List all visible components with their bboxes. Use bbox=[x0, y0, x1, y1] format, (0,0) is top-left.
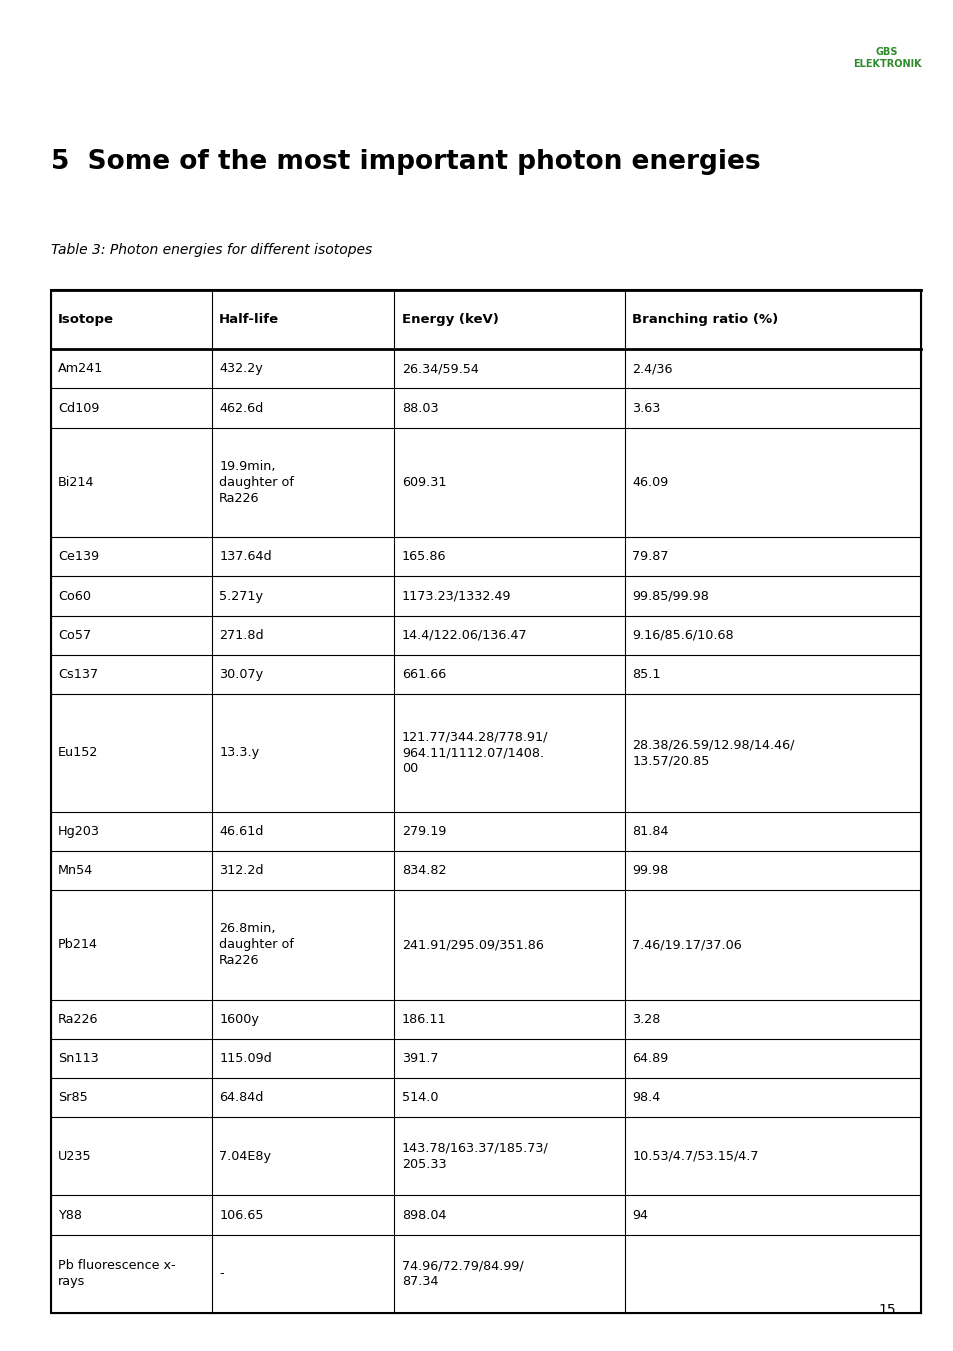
Text: Table 3: Photon energies for different isotopes: Table 3: Photon energies for different i… bbox=[51, 243, 372, 257]
Text: 3.28: 3.28 bbox=[632, 1013, 660, 1025]
Text: 28.38/26.59/12.98/14.46/
13.57/20.85: 28.38/26.59/12.98/14.46/ 13.57/20.85 bbox=[632, 738, 794, 767]
Text: Isotope: Isotope bbox=[58, 313, 114, 327]
Text: 46.61d: 46.61d bbox=[219, 824, 263, 838]
Text: 115.09d: 115.09d bbox=[219, 1052, 272, 1065]
Text: 74.96/72.79/84.99/
87.34: 74.96/72.79/84.99/ 87.34 bbox=[401, 1259, 523, 1289]
Text: 165.86: 165.86 bbox=[401, 550, 446, 563]
Text: 30.07y: 30.07y bbox=[219, 667, 263, 681]
Text: GBS
ELEKTRONIK: GBS ELEKTRONIK bbox=[852, 47, 921, 69]
Text: 432.2y: 432.2y bbox=[219, 362, 263, 376]
Text: Bi214: Bi214 bbox=[58, 476, 94, 489]
Text: Branching ratio (%): Branching ratio (%) bbox=[632, 313, 778, 327]
Text: 85.1: 85.1 bbox=[632, 667, 660, 681]
Text: 99.98: 99.98 bbox=[632, 863, 668, 877]
Text: Eu152: Eu152 bbox=[58, 746, 98, 759]
Text: Half-life: Half-life bbox=[219, 313, 279, 327]
Text: Ra226: Ra226 bbox=[58, 1013, 98, 1025]
Text: Energy (keV): Energy (keV) bbox=[401, 313, 498, 327]
Text: 1173.23/1332.49: 1173.23/1332.49 bbox=[401, 589, 511, 603]
Text: 186.11: 186.11 bbox=[401, 1013, 446, 1025]
Text: 5.271y: 5.271y bbox=[219, 589, 263, 603]
Text: Cd109: Cd109 bbox=[58, 401, 99, 415]
Text: 19.9min,
daughter of
Ra226: 19.9min, daughter of Ra226 bbox=[219, 459, 294, 505]
Text: 13.3.y: 13.3.y bbox=[219, 746, 259, 759]
Text: 79.87: 79.87 bbox=[632, 550, 668, 563]
Text: Pb214: Pb214 bbox=[58, 938, 98, 951]
Text: 10.53/4.7/53.15/4.7: 10.53/4.7/53.15/4.7 bbox=[632, 1150, 759, 1163]
Text: 94: 94 bbox=[632, 1209, 648, 1221]
Text: 3.63: 3.63 bbox=[632, 401, 660, 415]
Text: 88.03: 88.03 bbox=[401, 401, 438, 415]
Text: Hg203: Hg203 bbox=[58, 824, 100, 838]
Text: Co60: Co60 bbox=[58, 589, 91, 603]
Text: 279.19: 279.19 bbox=[401, 824, 446, 838]
Text: Co57: Co57 bbox=[58, 628, 91, 642]
Text: 99.85/99.98: 99.85/99.98 bbox=[632, 589, 709, 603]
Text: 26.8min,
daughter of
Ra226: 26.8min, daughter of Ra226 bbox=[219, 923, 294, 967]
Text: 7.46/19.17/37.06: 7.46/19.17/37.06 bbox=[632, 938, 741, 951]
Text: 7.04E8y: 7.04E8y bbox=[219, 1150, 271, 1163]
Text: 2.4/36: 2.4/36 bbox=[632, 362, 672, 376]
Text: 5  Some of the most important photon energies: 5 Some of the most important photon ener… bbox=[51, 149, 760, 174]
Text: Mn54: Mn54 bbox=[58, 863, 93, 877]
Text: 15: 15 bbox=[878, 1304, 895, 1317]
Text: Pb fluorescence x-
rays: Pb fluorescence x- rays bbox=[58, 1259, 175, 1289]
Text: Sr85: Sr85 bbox=[58, 1092, 88, 1104]
Text: 26.34/59.54: 26.34/59.54 bbox=[401, 362, 478, 376]
Text: 609.31: 609.31 bbox=[401, 476, 446, 489]
Text: Y88: Y88 bbox=[58, 1209, 82, 1221]
Text: Cs137: Cs137 bbox=[58, 667, 98, 681]
Text: 106.65: 106.65 bbox=[219, 1209, 263, 1221]
Text: 462.6d: 462.6d bbox=[219, 401, 263, 415]
Text: 64.84d: 64.84d bbox=[219, 1092, 263, 1104]
Text: Ce139: Ce139 bbox=[58, 550, 99, 563]
Text: 241.91/295.09/351.86: 241.91/295.09/351.86 bbox=[401, 938, 543, 951]
Text: 661.66: 661.66 bbox=[401, 667, 446, 681]
Bar bbox=[51, 290, 920, 1313]
Text: 98.4: 98.4 bbox=[632, 1092, 660, 1104]
Text: 834.82: 834.82 bbox=[401, 863, 446, 877]
Text: 391.7: 391.7 bbox=[401, 1052, 437, 1065]
Text: Am241: Am241 bbox=[58, 362, 103, 376]
Text: 143.78/163.37/185.73/
205.33: 143.78/163.37/185.73/ 205.33 bbox=[401, 1142, 548, 1171]
Text: 46.09: 46.09 bbox=[632, 476, 668, 489]
Text: 137.64d: 137.64d bbox=[219, 550, 272, 563]
Text: 271.8d: 271.8d bbox=[219, 628, 263, 642]
Text: 81.84: 81.84 bbox=[632, 824, 668, 838]
Text: 14.4/122.06/136.47: 14.4/122.06/136.47 bbox=[401, 628, 527, 642]
Text: 1600y: 1600y bbox=[219, 1013, 259, 1025]
Text: 121.77/344.28/778.91/
964.11/1112.07/1408.
00: 121.77/344.28/778.91/ 964.11/1112.07/140… bbox=[401, 731, 548, 775]
Text: 9.16/85.6/10.68: 9.16/85.6/10.68 bbox=[632, 628, 733, 642]
Text: -: - bbox=[219, 1267, 224, 1281]
Text: 514.0: 514.0 bbox=[401, 1092, 437, 1104]
Text: Sn113: Sn113 bbox=[58, 1052, 99, 1065]
Text: 64.89: 64.89 bbox=[632, 1052, 668, 1065]
Text: 898.04: 898.04 bbox=[401, 1209, 446, 1221]
Text: 312.2d: 312.2d bbox=[219, 863, 263, 877]
Text: U235: U235 bbox=[58, 1150, 91, 1163]
